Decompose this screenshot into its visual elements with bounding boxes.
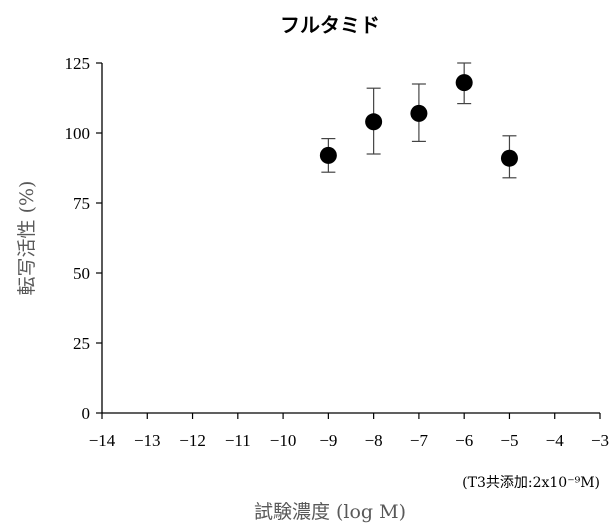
x-ticks: −14 −13 −12 −11 −10 −9 −8 −7 −6 −5 −4 −3 <box>89 413 609 450</box>
y-tick-label: 75 <box>73 194 90 213</box>
x-tick-label: −13 <box>134 431 161 450</box>
chart-title: フルタミド <box>280 13 380 37</box>
x-tick-label: −10 <box>270 431 297 450</box>
y-tick-label: 0 <box>82 404 91 423</box>
x-tick-label: −5 <box>500 431 518 450</box>
axes <box>101 63 600 414</box>
data-point <box>500 149 518 167</box>
x-tick-label: −3 <box>591 431 609 450</box>
x-tick-label: −9 <box>319 431 337 450</box>
x-tick-label: −7 <box>410 431 429 450</box>
data-point <box>365 113 383 131</box>
data-point <box>410 104 428 122</box>
y-tick-label: 100 <box>65 124 91 143</box>
x-tick-label: −8 <box>365 431 383 450</box>
x-tick-label: −6 <box>455 431 473 450</box>
data-point <box>455 74 473 92</box>
t3-note: (T3共添加:2x10⁻⁹M) <box>462 475 600 491</box>
x-tick-label: −11 <box>225 431 251 450</box>
data-points <box>319 74 518 167</box>
x-tick-label: −4 <box>546 431 565 450</box>
x-axis-label: 試験濃度 (log M) <box>254 501 406 523</box>
y-tick-label: 125 <box>65 54 91 73</box>
x-tick-label: −12 <box>179 431 206 450</box>
x-tick-label: −14 <box>89 431 116 450</box>
y-tick-label: 50 <box>73 264 90 283</box>
data-point <box>319 146 337 164</box>
y-tick-label: 25 <box>73 334 90 353</box>
y-ticks: 0 25 50 75 100 125 <box>65 54 102 423</box>
y-axis-label: 転写活性 (%) <box>16 181 38 296</box>
